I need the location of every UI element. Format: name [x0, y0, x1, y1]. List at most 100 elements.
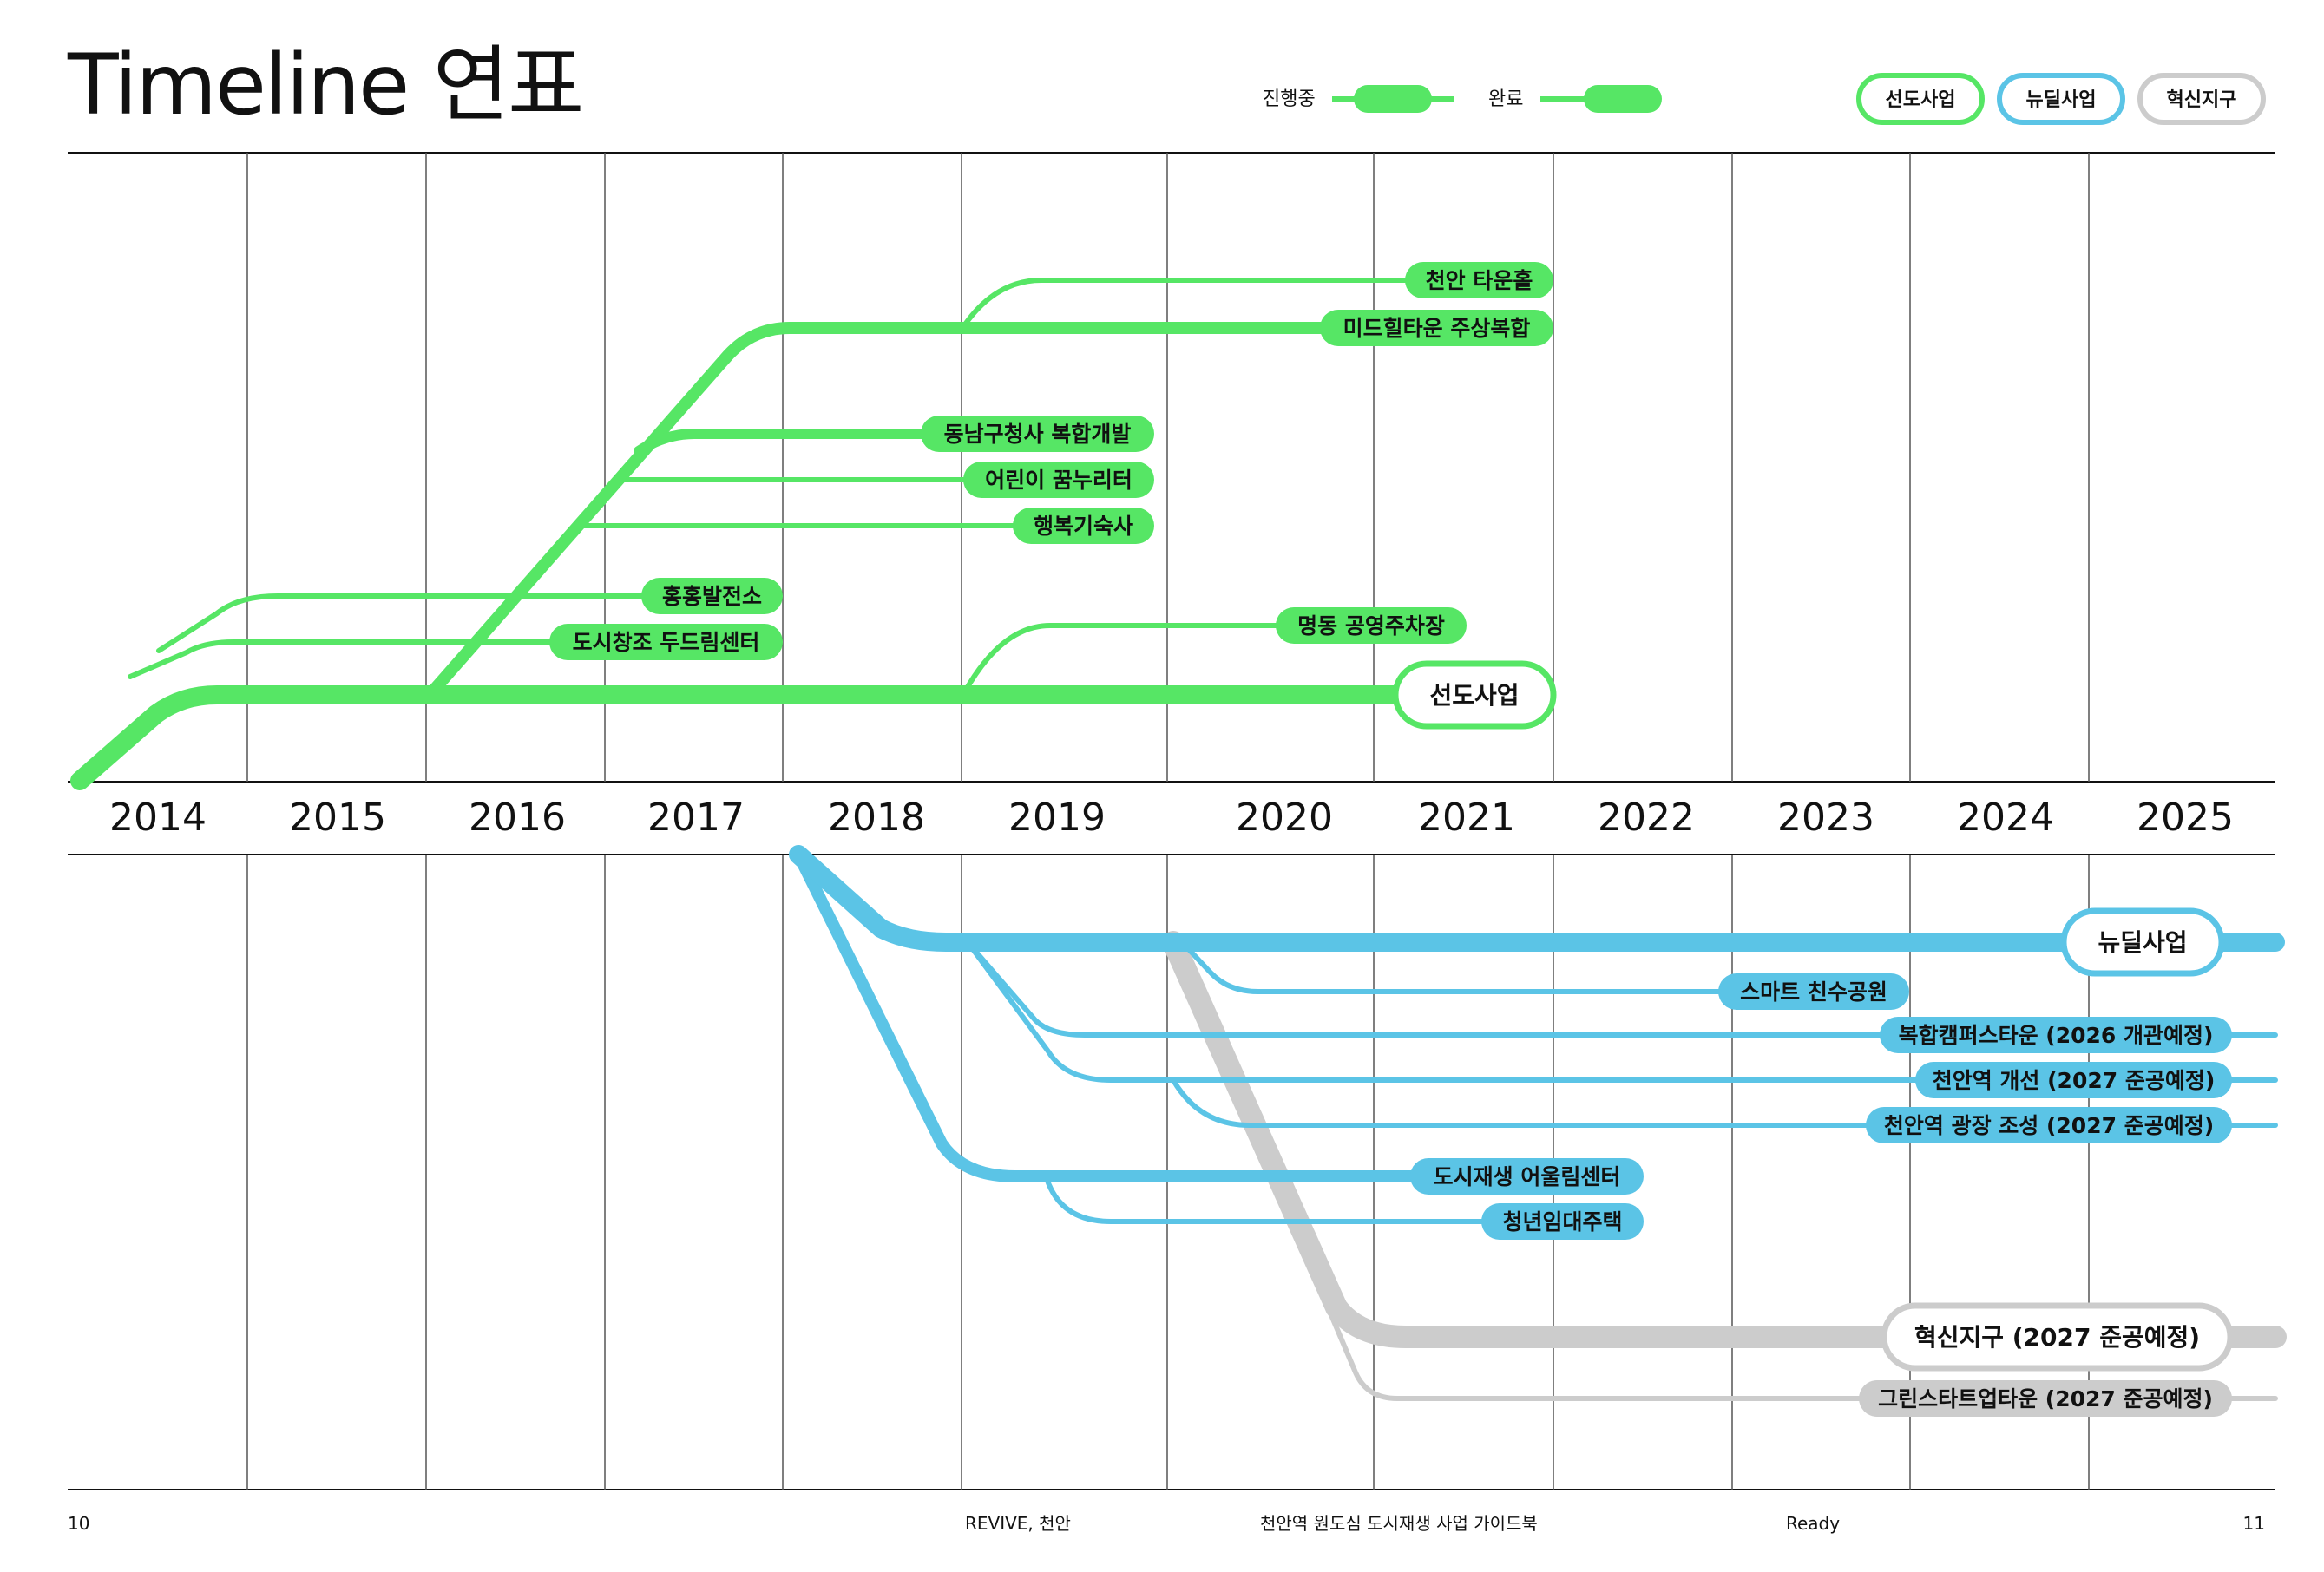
legend-chip-label: 뉴딜사업: [2026, 89, 2097, 111]
label-donggu: 동남구청사 복합개발: [921, 416, 1154, 452]
label-townhall: 천안 타운홀: [1405, 262, 1553, 298]
pill-fill: [1405, 262, 1553, 298]
line-station: [965, 940, 2278, 1083]
line-ouleum: [792, 848, 1464, 1182]
label-parking-text: 명동 공영주차장: [1297, 613, 1445, 639]
year-label: 2019: [1008, 796, 1106, 840]
legend-chip-outline: [1997, 73, 2125, 125]
label-green-startup: 그린스타트업타운 (2027 준공예정): [1859, 1380, 2232, 1417]
legend-chip-label: 혁신지구: [2167, 88, 2237, 111]
pill-fill: [963, 462, 1154, 498]
pill-fill: [921, 416, 1154, 452]
legend-chip: 선도사업: [1856, 73, 1985, 125]
line-innovation-main: [1162, 931, 2287, 1348]
newdeal-lines: [789, 845, 2285, 1224]
legend-chip: 뉴딜사업: [1997, 73, 2125, 125]
label-smart-park-text: 스마트 친수공원: [1740, 979, 1887, 1005]
label-station-text: 천안역 개선 (2027 준공예정): [1933, 1068, 2216, 1093]
label-station: 천안역 개선 (2027 준공예정): [1915, 1062, 2232, 1098]
label-rental: 청년임대주택: [1481, 1203, 1644, 1240]
year-label: 2020: [1236, 796, 1333, 840]
label-rental-text: 청년임대주택: [1502, 1209, 1622, 1235]
footer-guidebook: 천안역 원도심 도시재생 사업 가이드북: [1260, 1513, 1538, 1534]
year-label: 2015: [289, 796, 386, 840]
year-label: 2021: [1418, 796, 1515, 840]
line-seondo-main: [70, 685, 1433, 790]
line-dream: [128, 639, 567, 679]
pill-outline: [2060, 907, 2225, 977]
year-label: 2016: [469, 796, 566, 840]
legend-chip: 혁신지구: [2137, 73, 2266, 125]
label-hong-text: 홍홍발전소: [662, 584, 762, 609]
label-campus: 복합캠퍼스타운 (2026 개관예정): [1880, 1017, 2232, 1053]
label-campus-text: 복합캠퍼스타운 (2026 개관예정): [1899, 1023, 2214, 1048]
label-dream-text: 도시창조 두드림센터: [573, 630, 760, 655]
label-ouleum: 도시재생 어울림센터: [1410, 1158, 1644, 1195]
year-axis: 2014 2015 2016 2017 2018 2019 2020 2021 2022 2023…: [109, 796, 2234, 840]
label-seondo-main-text: 선도사업: [1429, 681, 1519, 710]
line-campus: [965, 940, 2278, 1038]
footer-section: Ready: [1786, 1513, 1840, 1534]
label-donggu-text: 동남구청사 복합개발: [944, 422, 1132, 447]
pill-fill: [641, 578, 783, 614]
pill-fill: [1276, 607, 1467, 644]
pill-fill: [1410, 1158, 1644, 1195]
label-hong: 홍홍발전소: [641, 578, 783, 614]
line-green-startup: [1171, 940, 2278, 1401]
label-parking: 명동 공영주차장: [1276, 607, 1467, 644]
line-rental: [1044, 1176, 1521, 1224]
label-dorm-text: 행복기숙사: [1034, 514, 1133, 539]
label-kids-text: 어린이 꿈누리터: [985, 468, 1132, 493]
pill-fill: [1866, 1107, 2232, 1143]
pill-fill: [1915, 1062, 2232, 1098]
pill-fill: [549, 624, 783, 660]
pill-outline: [1392, 660, 1557, 730]
label-green-startup-text: 그린스타트업타운 (2027 준공예정): [1878, 1386, 2213, 1412]
pill-fill: [1859, 1380, 2232, 1417]
label-plaza: 천안역 광장 조성 (2027 준공예정): [1866, 1107, 2232, 1143]
label-townhall-text: 천안 타운홀: [1426, 268, 1533, 293]
innovation-lines: [1162, 931, 2287, 1401]
label-innovation-main: 혁신지구 (2027 준공예정): [1881, 1302, 2234, 1372]
line-smart-park: [1179, 940, 1738, 994]
label-dream: 도시창조 두드림센터: [549, 624, 783, 660]
label-kids: 어린이 꿈누리터: [963, 462, 1154, 498]
line-parking: [962, 623, 1296, 694]
pill-fill: [1320, 310, 1553, 346]
label-smart-park: 스마트 친수공원: [1718, 973, 1909, 1010]
year-label: 2022: [1598, 796, 1695, 840]
label-seondo-main: 선도사업: [1392, 660, 1557, 730]
line-hong: [156, 593, 662, 653]
footer: 10 REVIVE, 천안 천안역 원도심 도시재생 사업 가이드북 Ready 11: [68, 1513, 2265, 1534]
line-donggu: [634, 429, 942, 456]
line-townhall: [962, 278, 1443, 327]
pill-outline: [1881, 1302, 2234, 1372]
legend-pill-completed: [1584, 85, 1662, 113]
pill-fill: [1481, 1203, 1644, 1240]
line-midhill: [423, 322, 1377, 701]
label-ouleum-text: 도시재생 어울림센터: [1434, 1164, 1621, 1189]
footer-page-right: 11: [2243, 1513, 2265, 1534]
label-innovation-main-text: 혁신지구 (2027 준공예정): [1914, 1323, 2200, 1352]
legend-pill-in-progress: [1354, 85, 1432, 113]
grid-lines: [68, 152, 2275, 1490]
label-newdeal-main-text: 뉴딜사업: [2098, 928, 2187, 957]
year-label: 2025: [2137, 796, 2234, 840]
label-newdeal-main: 뉴딜사업: [2060, 907, 2225, 977]
line-newdeal-main: [789, 845, 2285, 952]
legend-chip-outline: [1856, 73, 1985, 125]
pill-fill: [1718, 973, 1909, 1010]
label-midhill: 미드힐타운 주상복합: [1320, 310, 1553, 346]
label-midhill-text: 미드힐타운 주상복합: [1343, 316, 1531, 341]
pill-fill: [1013, 508, 1154, 544]
year-label: 2018: [828, 796, 925, 840]
legend: 진행중 완료 선도사업 뉴딜사업 혁신지구: [1263, 73, 2266, 125]
footer-publication: REVIVE, 천안: [965, 1513, 1071, 1534]
seondo-lines: [70, 278, 1443, 790]
year-label: 2017: [647, 796, 745, 840]
label-dorm: 행복기숙사: [1013, 508, 1154, 544]
footer-page-left: 10: [68, 1513, 89, 1534]
